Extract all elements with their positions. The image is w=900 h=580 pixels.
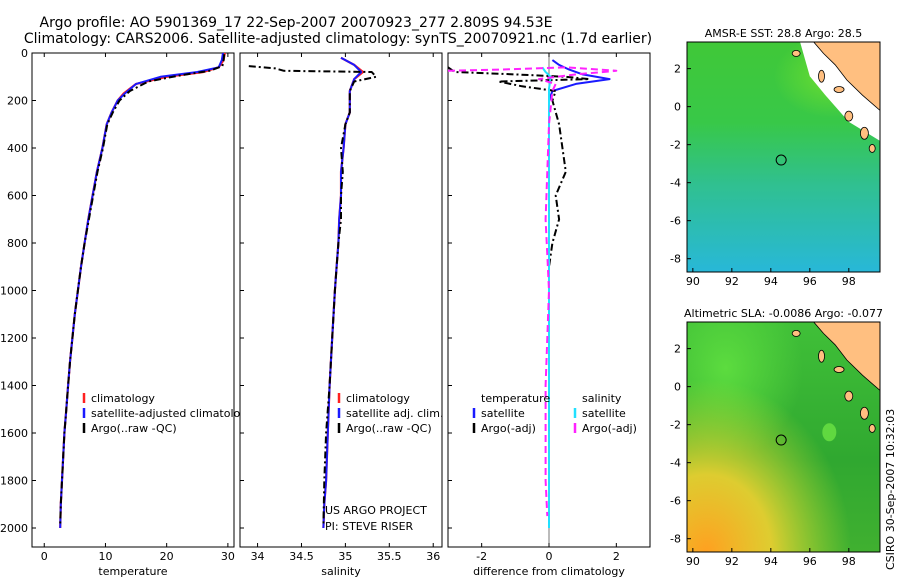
depth-tick-label: 1800 <box>0 475 28 488</box>
argo-position-marker <box>775 154 787 166</box>
lat-tick-label: 2 <box>674 63 681 76</box>
salinity-series-group <box>248 56 378 529</box>
lat-tick-label: 2 <box>674 343 681 356</box>
island <box>791 50 801 57</box>
sst_map-frame <box>686 41 881 273</box>
salinity-series-argo-raw-qc- <box>248 65 378 526</box>
lon-tick-label: 94 <box>764 275 778 288</box>
lat-tick-label: -8 <box>670 253 681 266</box>
temperature-x-tick-label: 20 <box>160 550 174 563</box>
lon-tick-label: 92 <box>725 555 739 568</box>
difference-series-group <box>448 59 618 528</box>
difference-series-salinity-argo-adj- <box>448 66 618 517</box>
lon-tick-label: 94 <box>764 555 778 568</box>
temperature-x-axis-label: temperature <box>98 565 167 578</box>
difference-x-axis-label: difference from climatology <box>473 565 625 578</box>
island <box>844 390 854 402</box>
legend-label: satellite-adjusted climatology <box>91 407 254 420</box>
project-label: US ARGO PROJECT <box>325 504 427 517</box>
temperature-axes-frame <box>31 52 235 548</box>
salinity-x-tick-label: 35 <box>338 550 352 563</box>
sla-map: Altimetric SLA: -0.0086 Argo: -0.077 90 92… <box>670 307 883 568</box>
depth-tick-label: 600 <box>7 190 28 203</box>
sst_map-title: AMSR-E SST: 28.8 Argo: 28.5 <box>705 27 863 40</box>
lat-tick-label: -2 <box>670 139 681 152</box>
island <box>868 424 876 433</box>
temperature-series-group <box>59 53 226 529</box>
depth-tick-label: 400 <box>7 142 28 155</box>
depth-tick-label: 1400 <box>0 380 28 393</box>
legend-label: Argo(..raw -QC) <box>346 422 432 435</box>
island <box>844 110 854 122</box>
difference-x-tick-label: 0 <box>546 550 553 563</box>
island <box>833 86 845 93</box>
lon-tick-label: 96 <box>803 555 817 568</box>
lat-tick-label: -4 <box>670 177 681 190</box>
temperature-x-tick-label: 30 <box>221 550 235 563</box>
island <box>791 330 801 337</box>
temperature-series-argo-raw-qc- <box>59 54 226 526</box>
sla-eddy <box>822 423 837 442</box>
depth-tick-label: 1200 <box>0 332 28 345</box>
island <box>860 126 869 140</box>
difference-x-tick-label: -2 <box>476 550 487 563</box>
depth-tick-label: 2000 <box>0 522 28 535</box>
temperature-x-tick-label: 0 <box>41 550 48 563</box>
sla_map-frame <box>686 321 881 553</box>
lat-tick-label: 0 <box>674 381 681 394</box>
salinity-axes-frame <box>239 52 443 548</box>
legend-label: satellite <box>582 407 626 420</box>
island <box>818 69 825 83</box>
island <box>868 144 876 153</box>
legend-header-temperature: temperature <box>481 392 550 405</box>
credit-label: CSIRO 30-Sep-2007 10:32:03 <box>884 409 897 570</box>
temperature-x-tick-label: 10 <box>98 550 112 563</box>
lon-tick-label: 90 <box>686 555 700 568</box>
lat-tick-label: -2 <box>670 419 681 432</box>
salinity-x-tick-label: 36 <box>426 550 440 563</box>
lon-tick-label: 92 <box>725 275 739 288</box>
lon-tick-label: 90 <box>686 275 700 288</box>
legend-label: Argo(..raw -QC) <box>91 422 177 435</box>
pi-label: PI: STEVE RISER <box>325 520 414 533</box>
salinity-x-axis-label: salinity <box>321 565 361 578</box>
island <box>818 349 825 363</box>
legend-label: climatology <box>346 392 410 405</box>
depth-tick-label: 200 <box>7 95 28 108</box>
legend-label: satellite adj. clim. <box>346 407 443 420</box>
lon-tick-label: 98 <box>842 555 856 568</box>
difference-panel: -2 0 2 difference from climatology temperatu… <box>447 52 651 578</box>
depth-tick-label: 1600 <box>0 427 28 440</box>
depth-tick-label: 0 <box>21 47 28 60</box>
salinity-x-tick-label: 34.5 <box>289 550 314 563</box>
difference-x-tick-label: 2 <box>613 550 620 563</box>
figure-title-line1: Argo profile: AO 5901369_17 22-Sep-2007 … <box>40 15 553 31</box>
legend-label: climatology <box>91 392 155 405</box>
lat-tick-label: -4 <box>670 457 681 470</box>
legend-label: satellite <box>481 407 525 420</box>
island <box>860 406 869 420</box>
sst-map: AMSR-E SST: 28.8 Argo: 28.5 90 92 94 96 98 2 0 -… <box>670 27 881 288</box>
lat-tick-label: -6 <box>670 215 681 228</box>
lat-tick-label: -8 <box>670 533 681 546</box>
depth-tick-label: 800 <box>7 237 28 250</box>
figure-title-line2: Climatology: CARS2006. Satellite-adjuste… <box>24 31 652 47</box>
depth-tick-label: 1000 <box>0 285 28 298</box>
temperature-panel: 0 10 20 30 0 200 400 600 800 1000 1200 1400 1600 1800… <box>0 47 254 578</box>
lon-tick-label: 96 <box>803 275 817 288</box>
lon-tick-label: 98 <box>842 275 856 288</box>
salinity-x-tick-label: 35.5 <box>377 550 402 563</box>
salinity-panel: 34 34.5 35 35.5 36 salinity climatology satelli… <box>239 52 443 578</box>
legend-header-salinity: salinity <box>582 392 622 405</box>
lat-tick-label: -6 <box>670 495 681 508</box>
legend-label: Argo(-adj) <box>481 422 536 435</box>
lat-tick-label: 0 <box>674 101 681 114</box>
legend-label: Argo(-adj) <box>582 422 637 435</box>
argo-position-marker <box>775 434 787 446</box>
sla_map-title: Altimetric SLA: -0.0086 Argo: -0.077 <box>684 307 883 320</box>
island <box>833 366 845 373</box>
difference-series-salinity-satellite <box>541 66 552 528</box>
salinity-x-tick-label: 34 <box>251 550 265 563</box>
